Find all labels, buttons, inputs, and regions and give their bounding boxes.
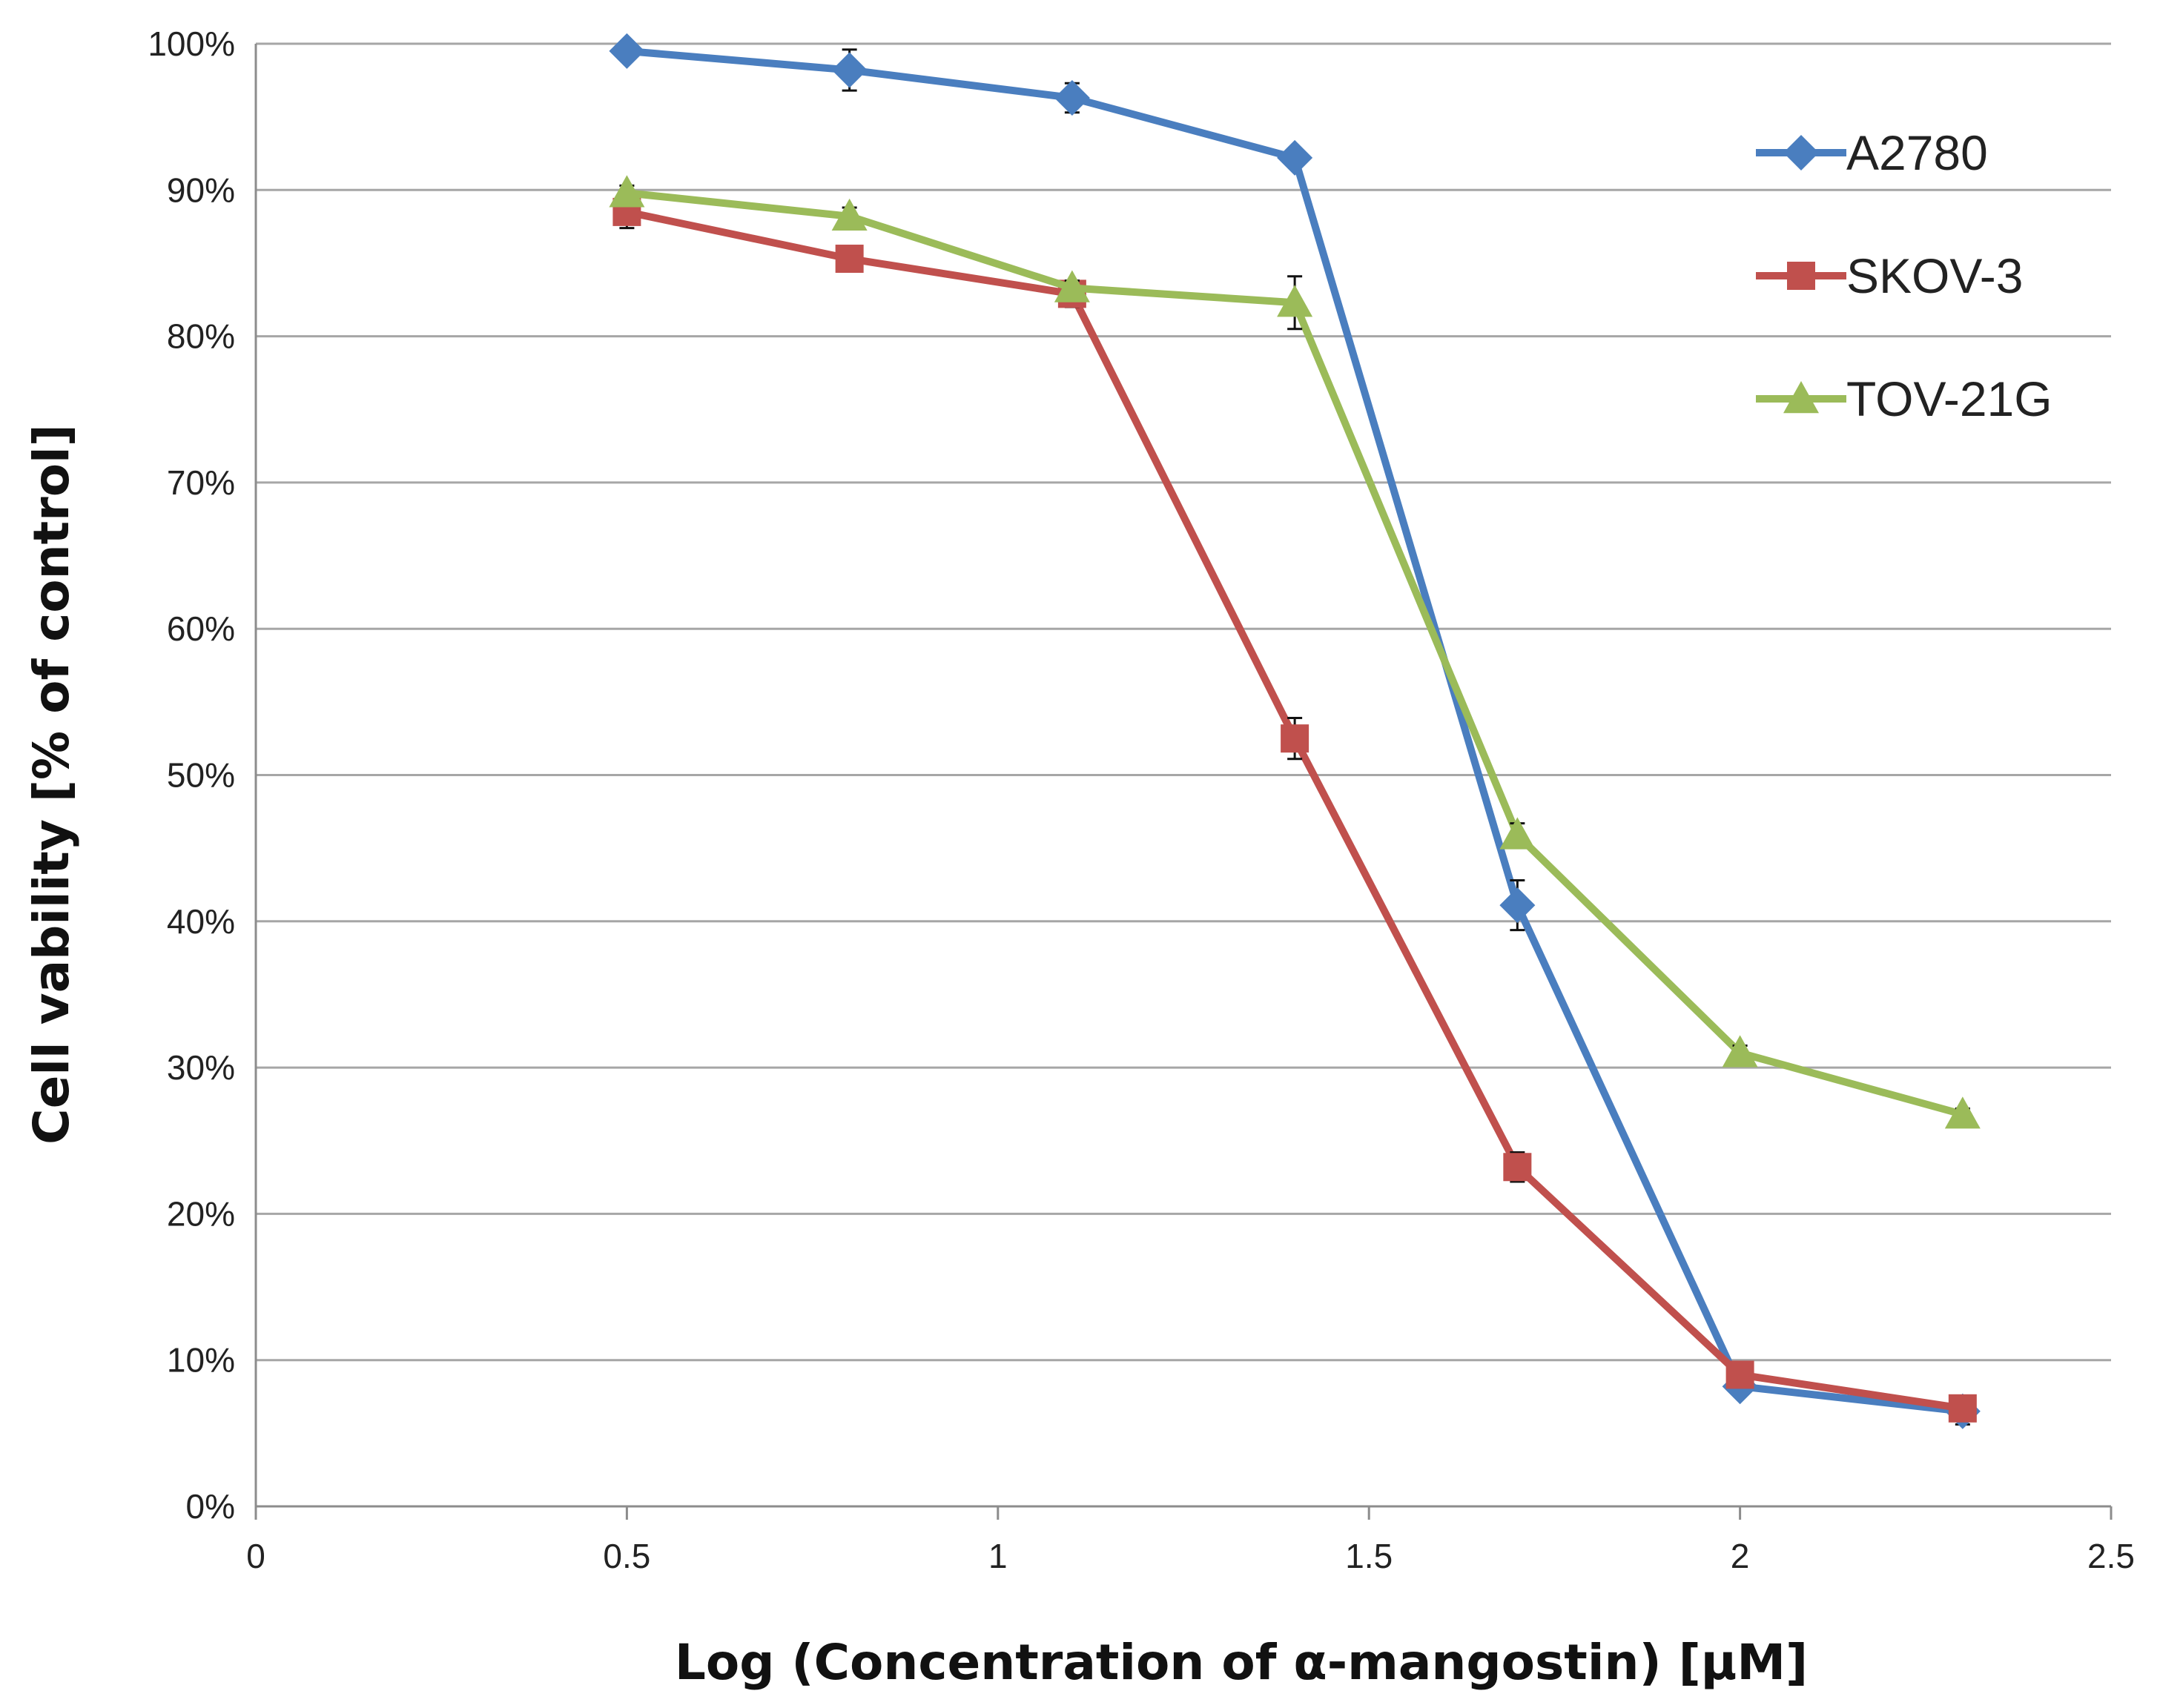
- data-point: [1499, 887, 1536, 924]
- data-point: [1054, 270, 1090, 302]
- data-point: [1281, 724, 1309, 753]
- y-tick-label: 70%: [167, 463, 235, 502]
- y-tick-label: 80%: [167, 317, 235, 356]
- data-point: [831, 52, 868, 88]
- series-TOV-21G: [609, 175, 1981, 1129]
- y-tick-label: 50%: [167, 756, 235, 795]
- data-point: [1277, 139, 1313, 176]
- data-point: [1499, 817, 1536, 850]
- data-point: [1944, 1096, 1981, 1129]
- data-point: [831, 198, 868, 231]
- x-tick-labels: 0 0.5 1 1.5 2 2.5: [246, 1537, 2135, 1575]
- legend-entry: TOV-21G: [1756, 371, 2052, 426]
- legend-label: SKOV-3: [1846, 248, 2023, 303]
- y-tick-label: 40%: [167, 902, 235, 941]
- x-tick-label: 0.5: [603, 1537, 650, 1575]
- grid-lines: [256, 42, 2111, 1362]
- series-lines: [609, 33, 1981, 1429]
- legend-marker: [1787, 262, 1815, 290]
- legend-entry: A2780: [1756, 125, 1988, 180]
- y-tick-label: 30%: [167, 1048, 235, 1087]
- y-tick-label: 10%: [167, 1341, 235, 1380]
- x-tick-label: 0: [246, 1537, 265, 1575]
- legend-entry: SKOV-3: [1756, 248, 2023, 303]
- data-point: [609, 175, 645, 208]
- series-SKOV-3: [612, 194, 1977, 1423]
- axes: [254, 44, 2113, 1520]
- data-point: [835, 245, 864, 274]
- x-axis-title: Log (Concentration of α-mangostin) [μM]: [675, 1634, 1808, 1691]
- y-tick-label: 90%: [167, 171, 235, 209]
- data-point: [1277, 285, 1313, 317]
- data-point: [1725, 1360, 1754, 1389]
- legend-label: TOV-21G: [1846, 371, 2052, 426]
- y-axis-title: Cell vability [% of control]: [23, 424, 80, 1145]
- y-tick-labels: 0% 10% 20% 30% 40% 50% 60% 70% 80% 90% 100%: [148, 24, 235, 1526]
- x-tick-label: 1: [988, 1537, 1008, 1575]
- data-point: [1054, 80, 1090, 116]
- legend-marker: [1783, 135, 1819, 171]
- x-tick-label: 2: [1731, 1537, 1750, 1575]
- y-tick-label: 0%: [186, 1487, 235, 1526]
- x-tick-label: 2.5: [2087, 1537, 2135, 1575]
- data-point: [1503, 1153, 1532, 1182]
- legend-label: A2780: [1846, 125, 1988, 180]
- series-line: [626, 208, 1964, 1412]
- y-tick-label: 20%: [167, 1194, 235, 1233]
- legend: A2780 SKOV-3 TOV-21G: [1756, 125, 2052, 426]
- y-tick-label: 100%: [148, 24, 235, 63]
- x-tick-label: 1.5: [1345, 1537, 1393, 1575]
- series-line: [626, 189, 1964, 1119]
- data-point: [1948, 1394, 1977, 1423]
- data-point: [609, 33, 645, 69]
- data-point: [1722, 1035, 1758, 1068]
- legend-marker: [1783, 381, 1819, 414]
- y-tick-label: 60%: [167, 609, 235, 648]
